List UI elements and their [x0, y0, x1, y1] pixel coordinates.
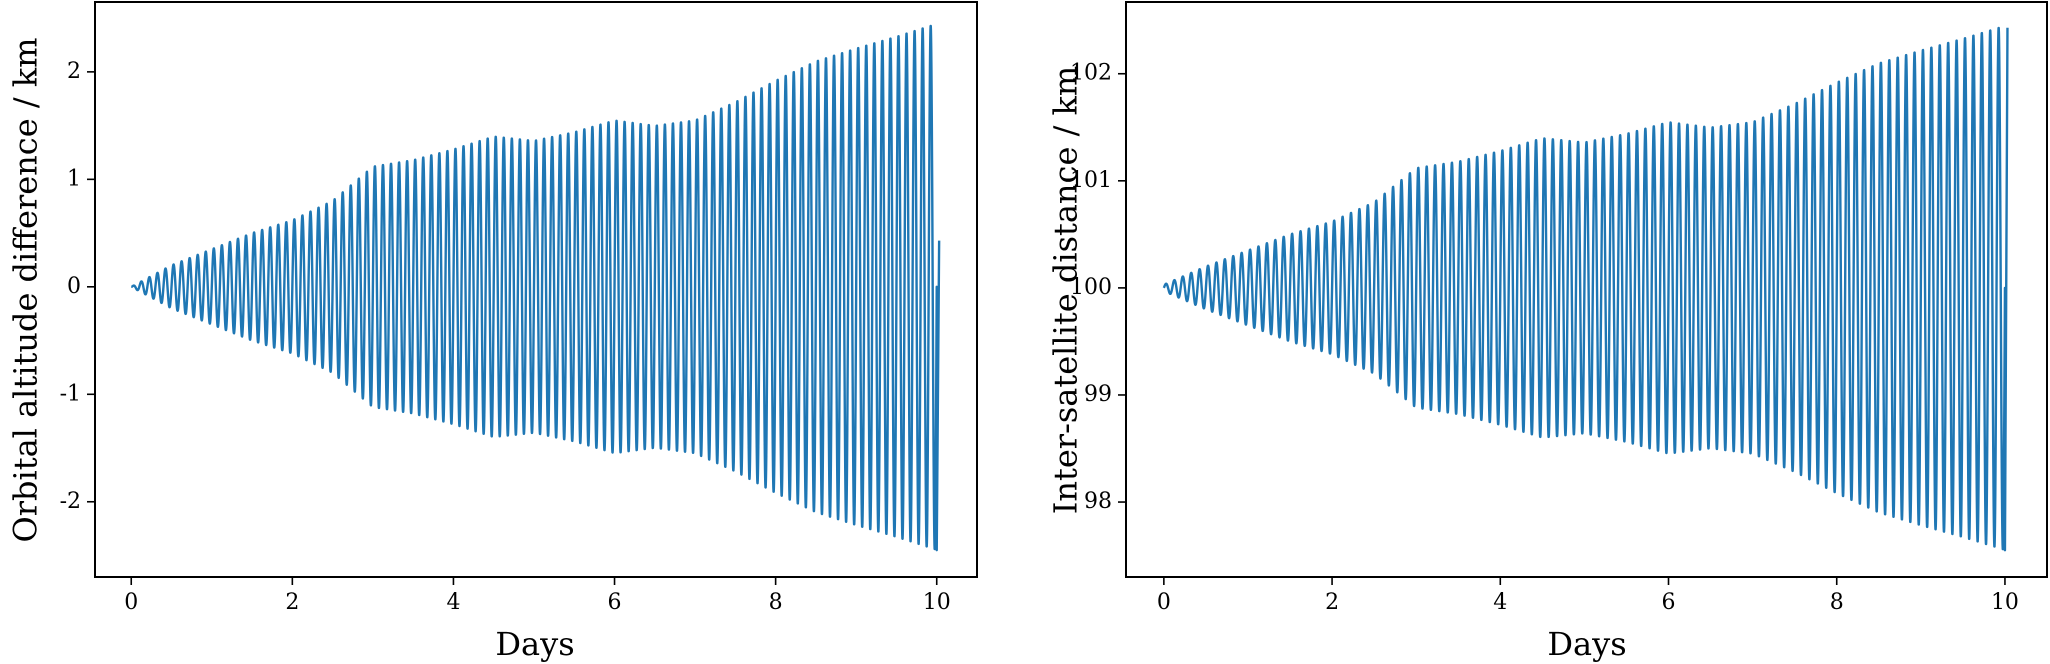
- x-tick-label: 10: [1991, 590, 2019, 615]
- x-tick-label: 4: [446, 590, 460, 615]
- x-tick-label: 6: [1662, 590, 1676, 615]
- x-axis-label-right: Days: [1547, 625, 1626, 663]
- y-tick-label: 102: [1070, 61, 1112, 86]
- x-tick-label: 6: [608, 590, 622, 615]
- y-axis-label-right: Inter-satellite distance / km: [1047, 66, 1085, 515]
- x-axis-label-left: Days: [495, 625, 574, 663]
- y-tick-label: 2: [67, 59, 81, 84]
- y-tick-label: 101: [1070, 168, 1112, 193]
- series-line-left: [130, 24, 941, 552]
- x-tick-label: 2: [285, 590, 299, 615]
- series-line-right: [1162, 26, 2009, 552]
- plot-frame-right: [1125, 1, 2048, 578]
- x-tick-label: 8: [1830, 590, 1844, 615]
- x-tick-label: 4: [1493, 590, 1507, 615]
- x-tick-label: 0: [1157, 590, 1171, 615]
- y-ticks-left: -2 -1 0 1 2: [60, 59, 95, 514]
- y-tick-label: 98: [1084, 489, 1112, 514]
- y-tick-label: -2: [60, 489, 81, 514]
- x-tick-label: 10: [923, 590, 951, 615]
- y-axis-label-left: Orbital altitude difference / km: [7, 37, 45, 542]
- x-ticks-left: 0 2 4 6 8 10: [124, 577, 951, 615]
- x-tick-label: 0: [124, 590, 138, 615]
- y-tick-label: 100: [1070, 275, 1112, 300]
- plot-frame-left: [94, 1, 978, 578]
- x-tick-label: 8: [769, 590, 783, 615]
- y-tick-label: 0: [67, 274, 81, 299]
- x-ticks-right: 0 2 4 6 8 10: [1157, 577, 2019, 615]
- chart-panel-left: 0 2 4 6 8 10 -2 -1 0 1 2 Days Orbital altitude di…: [7, 1, 978, 663]
- y-tick-label: -1: [60, 381, 81, 406]
- y-tick-label: 99: [1084, 382, 1112, 407]
- y-tick-label: 1: [67, 166, 81, 191]
- y-ticks-right: 98 99 100 101 102: [1070, 61, 1126, 514]
- x-tick-label: 2: [1325, 590, 1339, 615]
- chart-panel-right: 0 2 4 6 8 10 98 99 100 101 102 Days Inter-satelli…: [1047, 1, 2048, 663]
